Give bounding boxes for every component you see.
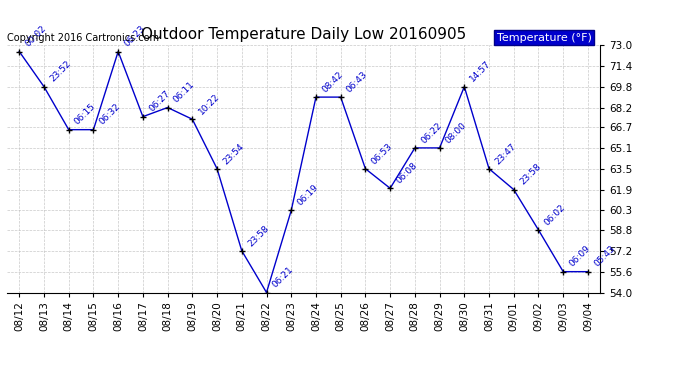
Text: 06:09: 06:09 (567, 244, 592, 269)
Text: 06:53: 06:53 (370, 141, 394, 166)
Text: 23:47: 23:47 (493, 141, 518, 166)
Text: 06:11: 06:11 (172, 80, 197, 105)
Text: 06:15: 06:15 (73, 102, 97, 127)
Text: 06:22: 06:22 (419, 121, 444, 145)
Text: 23:52: 23:52 (48, 59, 72, 84)
Text: Copyright 2016 Cartronics.com: Copyright 2016 Cartronics.com (7, 33, 159, 42)
Text: 08:42: 08:42 (320, 70, 344, 94)
Title: Outdoor Temperature Daily Low 20160905: Outdoor Temperature Daily Low 20160905 (141, 27, 466, 42)
Text: 06:23: 06:23 (122, 24, 147, 49)
Text: 06:02: 06:02 (542, 202, 567, 227)
Text: 00:02: 00:02 (23, 24, 48, 49)
Text: 06:19: 06:19 (295, 183, 320, 208)
Text: 06:32: 06:32 (97, 102, 122, 127)
Text: 05:43: 05:43 (592, 244, 617, 269)
Text: 06:43: 06:43 (345, 70, 369, 94)
Text: 08:00: 08:00 (444, 120, 469, 145)
Text: 23:58: 23:58 (518, 162, 542, 187)
Text: 06:21: 06:21 (270, 265, 295, 290)
Text: 23:58: 23:58 (246, 224, 270, 248)
Text: Temperature (°F): Temperature (°F) (497, 33, 591, 42)
Text: 10:22: 10:22 (197, 92, 221, 117)
Text: 14:57: 14:57 (469, 59, 493, 84)
Text: 06:27: 06:27 (147, 89, 172, 114)
Text: 06:08: 06:08 (394, 161, 419, 186)
Text: 23:54: 23:54 (221, 141, 246, 166)
